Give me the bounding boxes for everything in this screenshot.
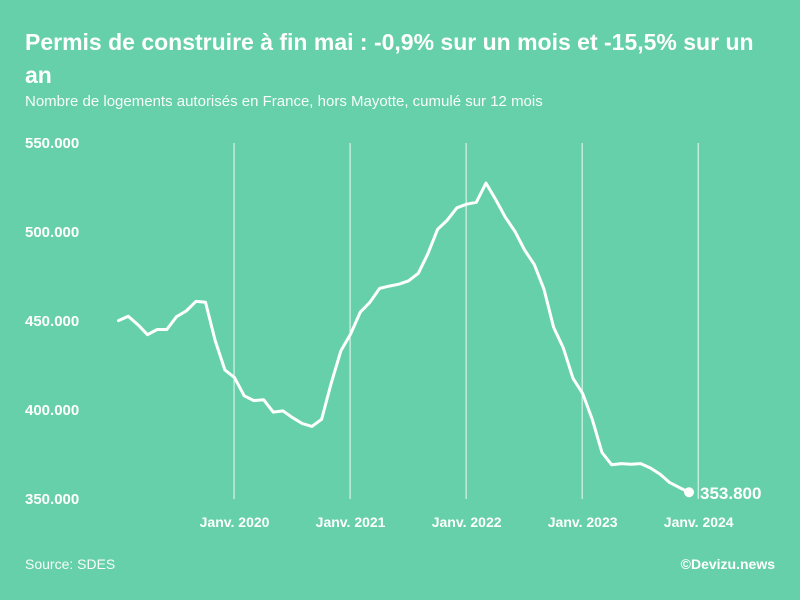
y-tick-label: 500.000 [25,224,79,241]
last-value-label: 353.800 [700,484,761,503]
grid-lines [233,143,699,499]
y-tick-label: 350.000 [25,491,79,508]
y-tick-label: 400.000 [25,402,79,419]
last-point-marker [684,487,695,498]
x-tick-label: Janv. 2020 [200,514,270,530]
y-axis-ticks: 550.000 500.000 450.000 400.000 350.000 [25,135,79,508]
chart-subtitle: Nombre de logements autorisés en France,… [25,93,543,110]
x-tick-label: Janv. 2023 [548,514,618,530]
x-tick-label: Janv. 2024 [664,514,734,530]
brand-credit: ©Devizu.news [680,556,775,572]
y-tick-label: 450.000 [25,313,79,330]
x-tick-label: Janv. 2021 [316,514,386,530]
chart-title: Permis de construire à fin mai : -0,9% s… [25,29,754,88]
series-layer: 353.800 [117,181,761,503]
x-axis-ticks: Janv. 2020 Janv. 2021 Janv. 2022 Janv. 2023… [200,514,734,530]
y-tick-label: 550.000 [25,135,79,152]
source-note: Source: SDES [25,556,116,572]
x-tick-label: Janv. 2022 [432,514,502,530]
series-line [117,181,691,494]
